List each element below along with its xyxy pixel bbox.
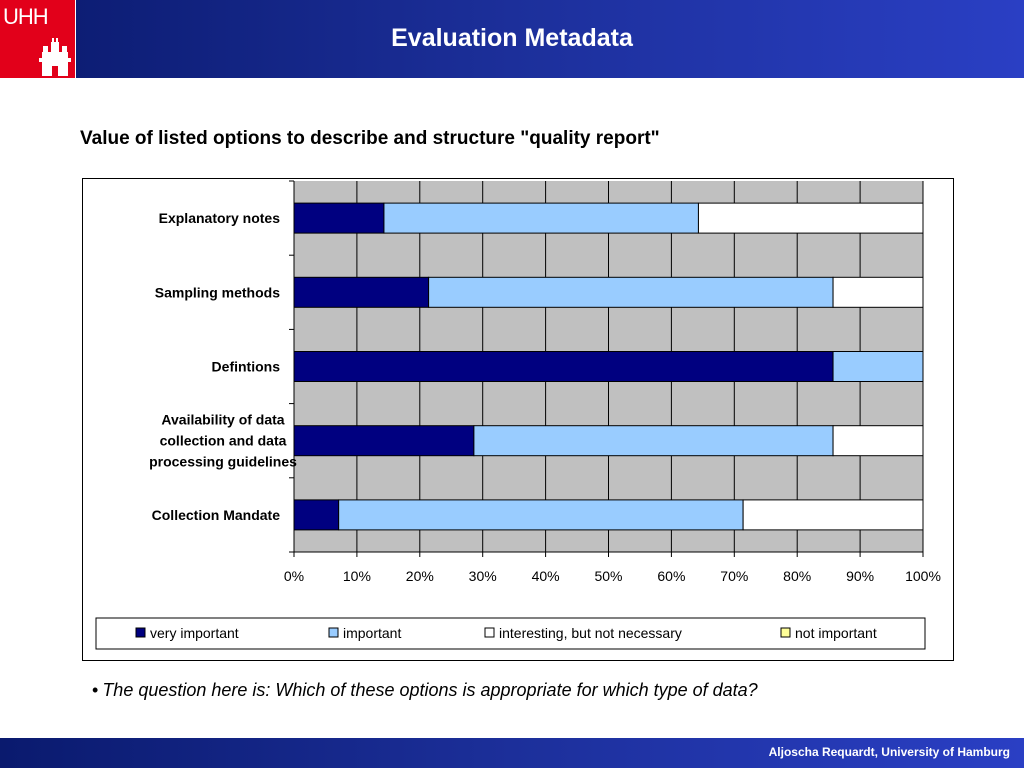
x-tick-label: 10% xyxy=(343,568,371,584)
x-tick-label: 20% xyxy=(406,568,434,584)
header-bar: UHH Evaluation Metadata xyxy=(0,0,1024,78)
bar-segment xyxy=(293,351,834,382)
legend-label: interesting, but not necessary xyxy=(499,625,682,641)
legend-label: not important xyxy=(795,625,877,641)
category-label: Defintions xyxy=(212,359,281,375)
x-tick-label: 30% xyxy=(469,568,497,584)
bar-segment xyxy=(473,425,834,457)
category-label: Collection Mandate xyxy=(152,507,281,523)
bar-segment xyxy=(293,425,475,457)
logo-text: UHH xyxy=(3,4,49,29)
castle-icon xyxy=(39,38,71,76)
x-tick-label: 60% xyxy=(657,568,685,584)
x-tick-label: 50% xyxy=(594,568,622,584)
x-tick-label: 0% xyxy=(284,568,304,584)
bar-segment xyxy=(293,499,340,531)
slide-title: Evaluation Metadata xyxy=(391,24,633,52)
category-label: Availability of data collection and data p… xyxy=(149,412,297,470)
bar-segment xyxy=(383,202,699,234)
legend-swatch xyxy=(328,627,339,638)
chart-frame: Explanatory notes Sampling methods Definti… xyxy=(82,178,954,661)
bar-segment xyxy=(293,202,385,234)
note-text: • The question here is: Which of these op… xyxy=(92,680,758,701)
bar-segment xyxy=(293,276,430,308)
bar-segment xyxy=(742,499,924,531)
category-label: Sampling methods xyxy=(155,284,280,300)
legend-label: very important xyxy=(150,625,239,641)
stacked-bar-chart: Explanatory notes Sampling methods Definti… xyxy=(95,180,941,650)
bar-segment xyxy=(338,499,744,531)
legend-swatch xyxy=(484,627,495,638)
chart-title: Value of listed options to describe and … xyxy=(80,128,660,149)
bar-segment xyxy=(832,351,924,382)
footer-author: Aljoscha Requardt, University of Hamburg xyxy=(768,745,1010,759)
bar-segment xyxy=(832,425,924,457)
note-content: The question here is: Which of these opt… xyxy=(102,680,758,700)
bar-segment xyxy=(428,276,834,308)
bar-segment xyxy=(832,276,924,308)
legend-label: important xyxy=(343,625,401,641)
footer-bar: Aljoscha Requardt, University of Hamburg xyxy=(0,738,1024,768)
bullet-icon: • xyxy=(92,680,99,700)
x-tick-label: 40% xyxy=(532,568,560,584)
x-tick-label: 70% xyxy=(720,568,748,584)
bar-segment xyxy=(697,202,924,234)
x-tick-label: 80% xyxy=(783,568,811,584)
university-logo: UHH xyxy=(0,0,76,78)
category-label: Explanatory notes xyxy=(159,210,281,226)
legend-swatch xyxy=(135,627,146,638)
legend-swatch xyxy=(780,627,791,638)
x-tick-label: 90% xyxy=(846,568,874,584)
x-tick-label: 100% xyxy=(905,568,941,584)
